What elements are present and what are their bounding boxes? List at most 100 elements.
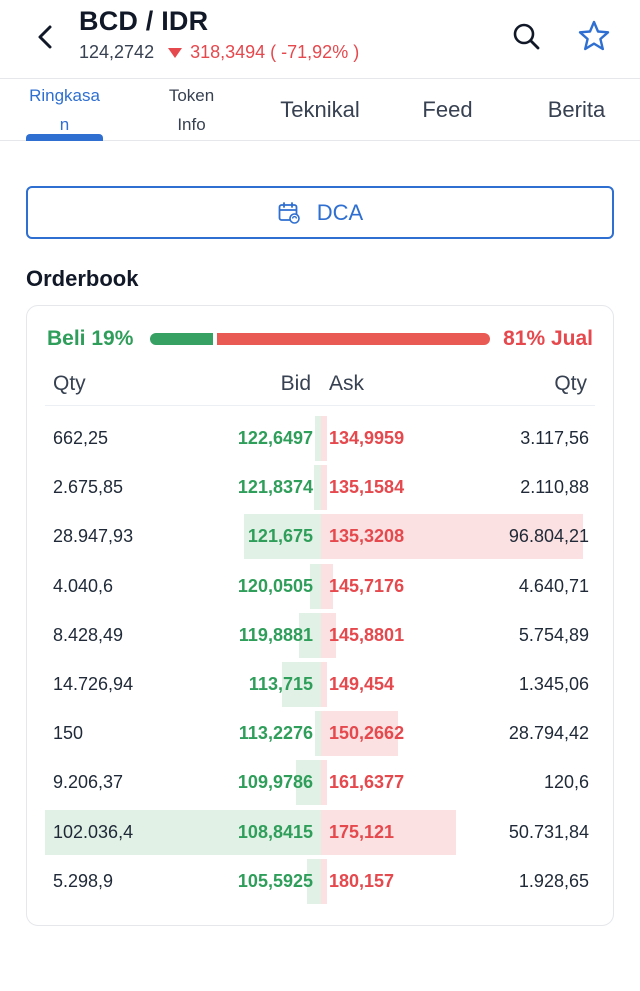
tab-label: n bbox=[59, 115, 70, 134]
orderbook-row[interactable]: 102.036,4 108,8415 175,121 50.731,84 bbox=[27, 809, 615, 859]
ask-depth-bar bbox=[321, 514, 584, 560]
app-header: BCD / IDR 124,2742 318,3494 ( -71,92% ) bbox=[0, 0, 640, 78]
last-price: 124,2742 bbox=[79, 42, 155, 62]
bid-price-cell: 105,5925 bbox=[237, 870, 313, 891]
ask-price-cell: 150,2662 bbox=[329, 723, 405, 744]
price-line: 124,2742 318,3494 ( -71,92% ) bbox=[79, 42, 359, 63]
tab-berita[interactable]: Berita bbox=[525, 79, 628, 141]
sell-ratio-bar bbox=[217, 333, 490, 345]
ask-price-cell: 145,7176 bbox=[329, 575, 405, 596]
calendar-repeat-icon bbox=[278, 201, 300, 224]
ask-depth-bar bbox=[321, 465, 327, 511]
tab-label: Berita bbox=[547, 97, 606, 122]
ask-qty-cell: 1.928,65 bbox=[518, 870, 589, 891]
ask-qty-cell: 4.640,71 bbox=[518, 575, 589, 596]
search-button[interactable] bbox=[510, 20, 544, 54]
orderbook-card: Beli 19% 81% Jual Qty Bid Ask Qty 662,25… bbox=[26, 305, 614, 926]
favorite-button[interactable] bbox=[576, 18, 612, 54]
ask-price-cell: 149,454 bbox=[329, 673, 395, 694]
bid-qty-cell: 14.726,94 bbox=[53, 673, 134, 694]
search-icon bbox=[513, 23, 540, 50]
tab-bar: Ringkasa n Token Info Teknikal Feed Beri… bbox=[0, 78, 640, 141]
bid-depth-bar bbox=[243, 514, 321, 560]
orderbook-title: Orderbook bbox=[26, 266, 139, 291]
ask-price-cell: 180,157 bbox=[329, 870, 395, 891]
ask-depth-bar bbox=[321, 612, 337, 658]
tab-label: Info bbox=[177, 115, 206, 134]
bid-qty-cell: 662,25 bbox=[53, 428, 109, 448]
bid-price-cell: 122,6497 bbox=[237, 428, 313, 448]
ask-depth-bar bbox=[321, 760, 327, 806]
tab-label: Feed bbox=[422, 97, 473, 122]
tab-label: Ringkasa bbox=[29, 86, 100, 105]
bid-depth-bar bbox=[282, 661, 321, 707]
ask-qty-cell: 50.731,84 bbox=[508, 821, 589, 842]
bid-price-cell: 113,715 bbox=[248, 673, 313, 694]
orderbook-row[interactable]: 662,25 122,6497 134,9959 3.117,56 bbox=[27, 416, 615, 465]
dca-label: DCA bbox=[316, 199, 364, 225]
bid-qty-cell: 150 bbox=[53, 723, 84, 744]
bid-header: Bid bbox=[280, 372, 311, 395]
active-tab-indicator bbox=[26, 134, 103, 141]
orderbook-row[interactable]: 9.206,37 109,9786 161,6377 120,6 bbox=[27, 760, 615, 809]
bid-depth-bar bbox=[313, 465, 321, 511]
orderbook-row[interactable]: 4.040,6 120,0505 145,7176 4.640,71 bbox=[27, 563, 615, 613]
ask-header: Ask bbox=[329, 372, 365, 395]
bid-qty-cell: 8.428,49 bbox=[53, 624, 124, 645]
header-divider bbox=[45, 405, 595, 406]
ask-price-cell: 135,1584 bbox=[329, 477, 405, 498]
star-icon bbox=[578, 20, 610, 51]
bid-qty-cell: 9.206,37 bbox=[53, 772, 124, 793]
orderbook-row[interactable]: 14.726,94 113,715 149,454 1.345,06 bbox=[27, 661, 615, 711]
bid-price-cell: 108,8415 bbox=[237, 821, 313, 842]
triangle-down-icon bbox=[168, 47, 183, 58]
bid-price-cell: 120,0505 bbox=[237, 575, 313, 596]
bid-price-cell: 121,675 bbox=[247, 526, 313, 547]
ask-price-cell: 134,9959 bbox=[329, 428, 405, 448]
orderbook-row[interactable]: 8.428,49 119,8881 145,8801 5.754,89 bbox=[27, 612, 615, 662]
ask-qty-cell: 5.754,89 bbox=[518, 624, 589, 645]
dca-button[interactable]: DCA bbox=[26, 186, 614, 239]
bid-depth-bar bbox=[315, 416, 321, 461]
orderbook-row[interactable]: 2.675,85 121,8374 135,1584 2.110,88 bbox=[27, 465, 615, 514]
bid-depth-bar bbox=[296, 760, 321, 806]
ask-depth-bar bbox=[321, 809, 457, 855]
buy-ratio-bar bbox=[150, 333, 213, 345]
sell-ratio-label: 81% Jual bbox=[503, 327, 593, 350]
bid-depth-bar bbox=[315, 711, 321, 757]
ask-price-cell: 135,3208 bbox=[329, 526, 405, 547]
bid-price-cell: 109,9786 bbox=[237, 772, 313, 793]
tab-ringkasan[interactable]: Ringkasa n bbox=[14, 79, 115, 141]
chevron-left-icon bbox=[38, 25, 52, 49]
bid-price-cell: 121,8374 bbox=[237, 477, 313, 498]
bid-depth-bar bbox=[309, 563, 321, 609]
bid-price-cell: 113,2276 bbox=[238, 723, 313, 744]
ask-price-cell: 175,121 bbox=[329, 821, 395, 842]
tab-teknikal[interactable]: Teknikal bbox=[260, 79, 380, 141]
ask-price-cell: 161,6377 bbox=[329, 772, 405, 793]
ask-qty-cell: 120,6 bbox=[543, 772, 589, 793]
orderbook-row[interactable]: 28.947,93 121,675 135,3208 96.804,21 bbox=[27, 514, 615, 563]
ask-qty-cell: 96.804,21 bbox=[508, 526, 589, 547]
ask-depth-bar bbox=[321, 416, 327, 461]
orderbook-rows: 662,25 122,6497 134,9959 3.117,56 2.675,85 12… bbox=[27, 416, 615, 908]
tab-label: Token bbox=[168, 86, 215, 105]
tab-feed[interactable]: Feed bbox=[400, 79, 495, 141]
buy-ratio-label: Beli 19% bbox=[47, 327, 134, 350]
orderbook-row[interactable]: 150 113,2276 150,2662 28.794,42 bbox=[27, 711, 615, 760]
ask-qty-header: Qty bbox=[554, 372, 587, 395]
tab-token-info[interactable]: Token Info bbox=[141, 79, 242, 141]
back-button[interactable] bbox=[30, 22, 60, 52]
price-change: 318,3494 ( -71,92% ) bbox=[190, 42, 360, 62]
ask-depth-bar bbox=[321, 858, 327, 904]
orderbook-row[interactable]: 5.298,9 105,5925 180,157 1.928,65 bbox=[27, 858, 615, 908]
pair-title: BCD / IDR bbox=[79, 6, 209, 36]
ask-qty-cell: 28.794,42 bbox=[508, 723, 589, 744]
bid-depth-bar bbox=[45, 809, 321, 855]
ask-depth-bar bbox=[321, 563, 334, 609]
bid-price-cell: 119,8881 bbox=[238, 624, 313, 645]
ask-price-cell: 145,8801 bbox=[329, 624, 405, 645]
ask-qty-cell: 1.345,06 bbox=[518, 673, 589, 694]
tab-label: Teknikal bbox=[280, 97, 360, 122]
bid-qty-header: Qty bbox=[53, 372, 86, 395]
